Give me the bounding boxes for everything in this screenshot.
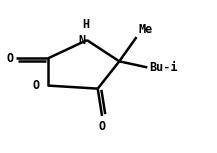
Text: O: O	[32, 79, 39, 92]
Text: O: O	[7, 52, 14, 65]
Text: O: O	[99, 120, 106, 133]
Text: Bu-i: Bu-i	[150, 61, 178, 74]
Text: Me: Me	[139, 22, 153, 35]
Text: H: H	[82, 18, 89, 31]
Text: N: N	[79, 34, 86, 47]
